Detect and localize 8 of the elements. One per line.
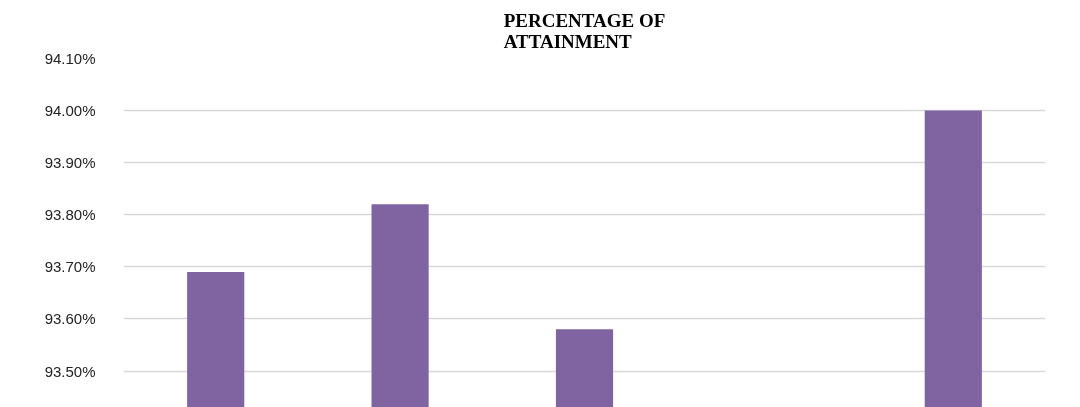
y-tick-label: 93.80% bbox=[44, 206, 96, 224]
y-tick-label: 94.00% bbox=[44, 102, 96, 120]
chart-title: PERCENTAGE OF ATTAINMENT bbox=[503, 9, 666, 52]
y-tick-label: 94.10% bbox=[44, 50, 96, 67]
y-tick-label: 93.50% bbox=[44, 362, 96, 380]
y-tick-label: 93.70% bbox=[44, 258, 96, 276]
y-tick-label: 93.90% bbox=[44, 154, 96, 172]
y-tick-label: 93.60% bbox=[44, 310, 96, 328]
